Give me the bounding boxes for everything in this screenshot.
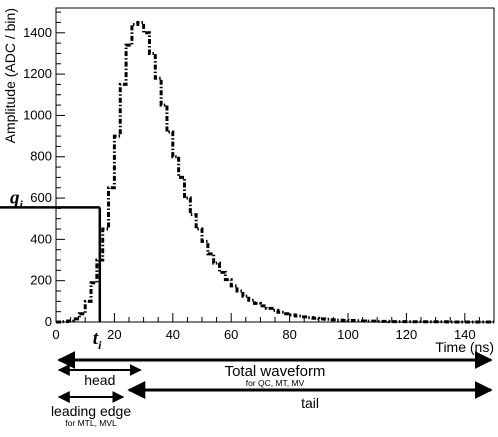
y-tick-label: 200	[30, 273, 52, 288]
x-tick-label: 120	[396, 327, 418, 342]
y-tick-label: 400	[30, 231, 52, 246]
x-tick-label: 40	[166, 327, 180, 342]
annotations: qi ti	[0, 187, 102, 352]
range-label: Total waveform	[225, 363, 326, 380]
y-tick-label: 0	[45, 314, 52, 329]
x-tick-label: 60	[224, 327, 238, 342]
y-tick-label: 1400	[23, 25, 52, 40]
plot-frame	[55, 7, 495, 323]
range-sublabel: for MTL, MVL	[65, 418, 117, 428]
y-tick-label: 800	[30, 149, 52, 164]
range-label: leading edge	[51, 403, 131, 419]
x-tick-label: 80	[282, 327, 296, 342]
x-tick-label: 140	[454, 327, 476, 342]
plot-area	[56, 20, 494, 324]
x-axis-label: Time (ns)	[435, 339, 494, 355]
plot-axes: 0 20 40 60 80 100 120 1400200400600800100012001…	[2, 7, 495, 355]
x-tick-label: 0	[52, 327, 59, 342]
x-tick-label: 20	[107, 327, 121, 342]
range-label: tail	[301, 395, 319, 411]
range-sublabel: for QC, MT, MV	[246, 378, 305, 388]
y-tick-label: 1000	[23, 107, 52, 122]
y-tick-label: 600	[30, 190, 52, 205]
waveform-series-line	[56, 20, 494, 324]
t-label: ti	[93, 328, 102, 352]
y-axis-label: Amplitude (ADC / bin)	[2, 8, 18, 143]
range-label: head	[84, 372, 115, 388]
y-tick-label: 1200	[23, 66, 52, 81]
q-label: qi	[10, 187, 24, 211]
x-tick-label: 100	[337, 327, 359, 342]
